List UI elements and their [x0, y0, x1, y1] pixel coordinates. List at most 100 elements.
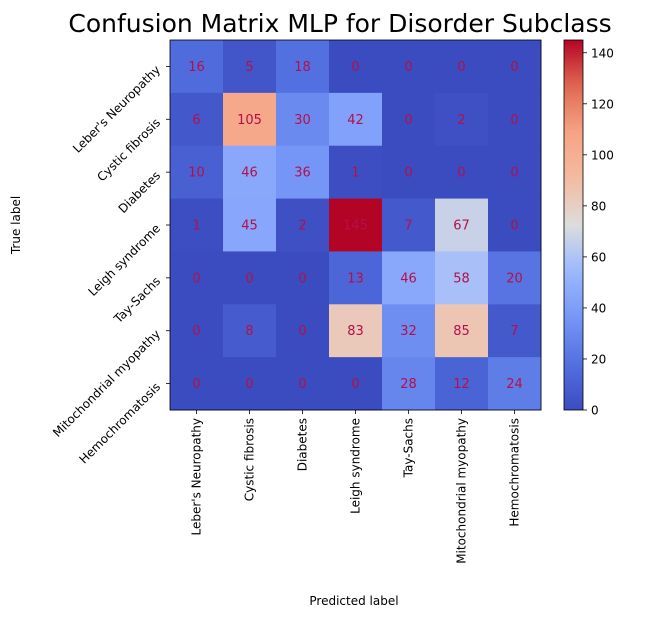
- heatmap-cell: [329, 251, 383, 305]
- heatmap-cell: [329, 145, 383, 200]
- cell-value-label: 36: [294, 166, 311, 181]
- cell-value-label: 7: [510, 324, 518, 339]
- heatmap-cell: [223, 304, 277, 358]
- heatmap-cell: [382, 40, 436, 94]
- heatmap-cell: [435, 198, 489, 252]
- heatmap-cell: [488, 304, 542, 358]
- colorbar-tick-label: 120: [591, 97, 614, 111]
- cell-value-label: 0: [192, 271, 200, 286]
- cell-value-label: 0: [404, 113, 412, 128]
- heatmap-cell: [435, 145, 489, 200]
- cell-value-label: 18: [294, 60, 311, 75]
- colorbar-tick-label: 20: [591, 352, 606, 366]
- cell-value-label: 0: [298, 271, 306, 286]
- cell-value-label: 0: [245, 271, 253, 286]
- colorbar-tick-label: 80: [591, 199, 606, 213]
- heatmap-cell: [170, 357, 224, 411]
- y-tick-label: Leber's Neuropathy: [70, 63, 163, 156]
- y-tick-label: Mitochondrial myopathy: [50, 327, 163, 440]
- cell-value-label: 0: [457, 166, 465, 181]
- cell-value-label: 2: [457, 113, 465, 128]
- x-tick-label: Hemochromatosis: [508, 418, 522, 527]
- cell-value-label: 46: [400, 271, 417, 286]
- heatmap-cell: [329, 92, 383, 147]
- cell-value-label: 13: [347, 271, 364, 286]
- cell-value-label: 0: [192, 324, 200, 339]
- heatmap-cell: [329, 198, 383, 252]
- x-axis-label: Predicted label: [309, 594, 398, 608]
- x-tick-label: Leigh syndrome: [349, 418, 363, 514]
- cell-value-label: 58: [453, 271, 470, 286]
- y-tick-label: Diabetes: [116, 168, 164, 216]
- heatmap-cell: [382, 304, 436, 358]
- heatmap-cell: [276, 40, 330, 94]
- y-tick-label: Tay-Sachs: [111, 274, 164, 327]
- heatmap-cell: [223, 145, 277, 200]
- heatmap-cell: [276, 198, 330, 252]
- x-tick-label: Leber's Neuropathy: [190, 418, 204, 536]
- heatmap-cell: [435, 357, 489, 411]
- colorbar: [563, 39, 584, 411]
- cell-value-label: 5: [245, 60, 253, 75]
- cell-value-label: 0: [298, 324, 306, 339]
- x-tick-label: Diabetes: [296, 418, 310, 471]
- x-tick-label: Cystic fibrosis: [243, 418, 257, 501]
- x-tick-label: Mitochondrial myopathy: [455, 418, 469, 564]
- cell-value-label: 7: [404, 219, 412, 234]
- heatmap-cell: [488, 357, 542, 411]
- cell-value-label: 0: [510, 166, 518, 181]
- heatmap-cell: [223, 251, 277, 305]
- heatmap-cell: [435, 304, 489, 358]
- heatmap-cell: [223, 92, 277, 147]
- cell-value-label: 8: [245, 324, 253, 339]
- cell-value-label: 1: [192, 219, 200, 234]
- heatmap-cell: [276, 145, 330, 200]
- heatmap-cell: [329, 357, 383, 411]
- heatmap-cell: [170, 40, 224, 94]
- y-axis-label: True label: [9, 196, 23, 255]
- cell-value-label: 83: [347, 324, 364, 339]
- cell-value-label: 67: [453, 219, 470, 234]
- cell-value-label: 85: [453, 324, 470, 339]
- cell-value-label: 16: [188, 60, 205, 75]
- heatmap-cell: [435, 40, 489, 94]
- cell-value-label: 12: [453, 377, 470, 392]
- heatmap-cell: [276, 304, 330, 358]
- heatmap-cell: [223, 357, 277, 411]
- cell-value-label: 0: [510, 113, 518, 128]
- heatmap-cell: [329, 304, 383, 358]
- heatmap-cell: [382, 357, 436, 411]
- colorbar-ticks: 0 20 40 60 80 100 120 140: [583, 46, 614, 418]
- cell-value-label: 10: [188, 166, 205, 181]
- heatmap-cell: [488, 40, 542, 94]
- heatmap-cell: [488, 145, 542, 200]
- cell-value-label: 0: [245, 377, 253, 392]
- cell-value-label: 0: [351, 60, 359, 75]
- heatmap-cell: [276, 357, 330, 411]
- cell-value-label: 0: [404, 166, 412, 181]
- cell-value-label: 0: [351, 377, 359, 392]
- colorbar-tick-label: 40: [591, 301, 606, 315]
- heatmap-cell: [329, 40, 383, 94]
- cell-value-label: 6: [192, 113, 200, 128]
- x-axis-ticks: Leber's Neuropathy Cystic fibrosis Diabete…: [190, 410, 522, 564]
- heatmap-cells: [170, 40, 542, 411]
- colorbar-tick-label: 100: [591, 148, 614, 162]
- cell-value-label: 0: [298, 377, 306, 392]
- cell-value-label: 24: [506, 377, 523, 392]
- heatmap-cell: [382, 251, 436, 305]
- cell-value-label: 46: [241, 166, 258, 181]
- cell-value-label: 0: [510, 219, 518, 234]
- cell-value-label: 2: [298, 219, 306, 234]
- heatmap-cell: [435, 92, 489, 147]
- heatmap-cell: [488, 251, 542, 305]
- colorbar-tick-label: 140: [591, 46, 614, 60]
- heatmap-cell: [170, 304, 224, 358]
- cell-value-label: 0: [192, 377, 200, 392]
- heatmap-cell: [488, 198, 542, 252]
- cell-value-label: 42: [347, 113, 364, 128]
- x-tick-label: Tay-Sachs: [402, 418, 416, 478]
- heatmap-cell: [488, 92, 542, 147]
